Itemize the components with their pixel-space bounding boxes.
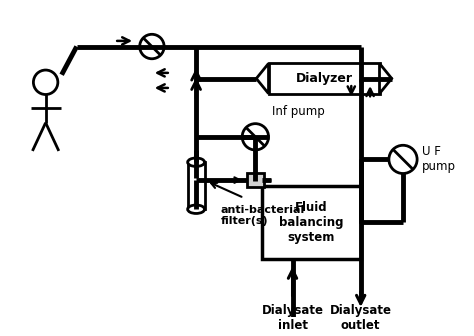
Bar	[188, 162, 205, 209]
Text: Dialyzer: Dialyzer	[295, 72, 353, 85]
Text: anti-bacterial
filter(s): anti-bacterial filter(s)	[220, 205, 305, 226]
Circle shape	[140, 34, 164, 59]
Text: Fluid
balancing
system: Fluid balancing system	[279, 201, 344, 244]
Text: Dialysate
inlet: Dialysate inlet	[262, 304, 324, 332]
Text: Inf pump: Inf pump	[272, 105, 325, 118]
Text: Dialysate
outlet: Dialysate outlet	[330, 304, 392, 332]
Circle shape	[389, 145, 417, 173]
Polygon shape	[380, 64, 392, 93]
Polygon shape	[256, 64, 269, 93]
Bar	[269, 64, 380, 93]
Ellipse shape	[188, 158, 205, 166]
Text: U F
pump: U F pump	[422, 145, 456, 173]
Bar	[262, 186, 361, 259]
Circle shape	[242, 124, 269, 150]
Ellipse shape	[188, 205, 205, 213]
Bar	[247, 173, 264, 187]
